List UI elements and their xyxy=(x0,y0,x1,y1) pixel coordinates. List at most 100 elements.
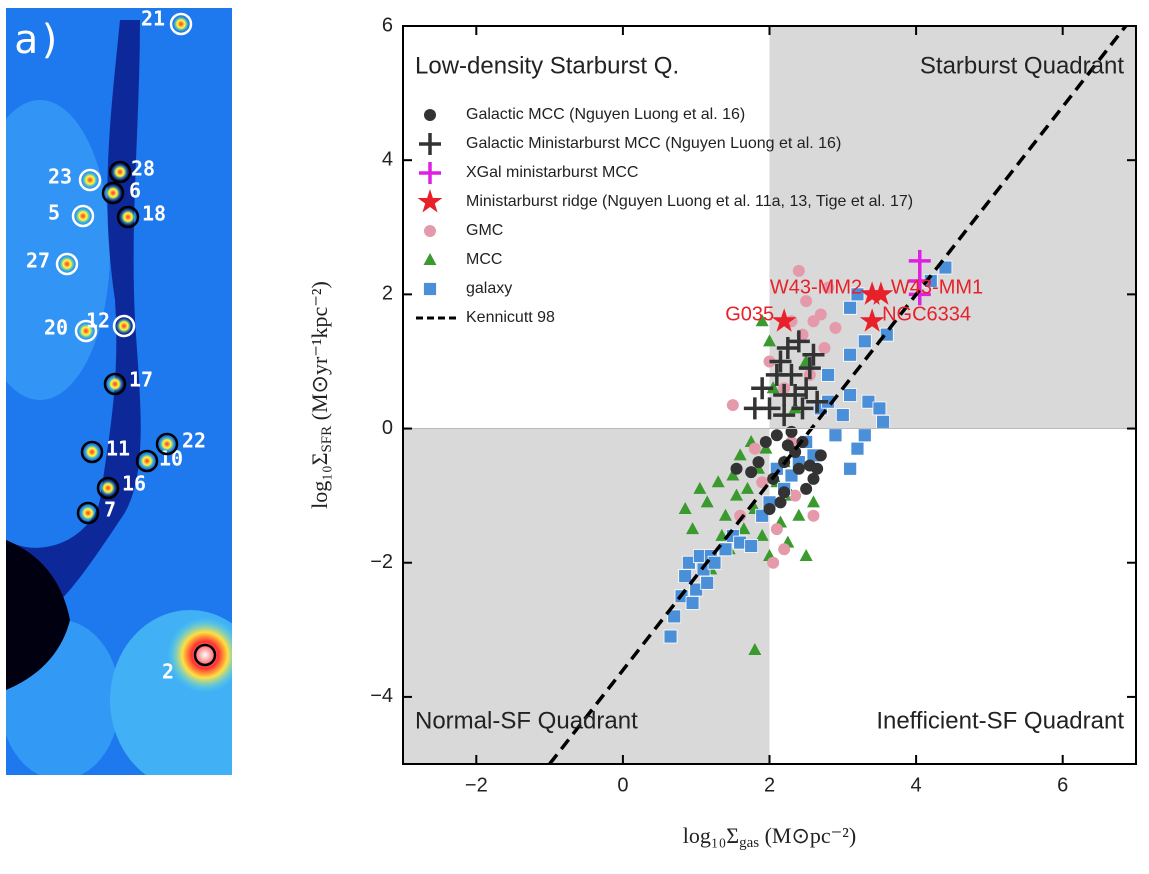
source-circle xyxy=(169,12,193,36)
point xyxy=(792,264,805,277)
source-glow xyxy=(100,480,116,496)
point xyxy=(828,428,843,443)
point xyxy=(818,342,831,355)
shaded-quadrant xyxy=(403,428,770,764)
axis-label: log₁₀Σgas (M⊙pc⁻²) xyxy=(683,823,856,851)
quadrant-label: Inefficient-SF Quadrant xyxy=(876,707,1124,734)
quadrant-label: Normal-SF Quadrant xyxy=(415,707,638,734)
source-glow xyxy=(82,172,98,188)
point xyxy=(718,542,733,557)
source-circle xyxy=(101,181,125,205)
point xyxy=(872,401,887,416)
point xyxy=(868,281,894,305)
point xyxy=(857,428,872,443)
point xyxy=(811,462,824,475)
point xyxy=(908,249,931,272)
source-label: 16 xyxy=(122,472,146,496)
point xyxy=(730,462,743,475)
source-glow xyxy=(105,185,121,201)
point xyxy=(758,397,781,420)
axis-label-part: log₁₀Σ xyxy=(307,453,332,509)
point xyxy=(719,508,733,521)
point xyxy=(767,556,780,569)
point xyxy=(859,281,885,305)
x-tick-label: 2 xyxy=(764,774,775,796)
point xyxy=(843,347,858,362)
source-label: 6 xyxy=(129,179,141,203)
y-tick-label: 4 xyxy=(382,148,393,170)
x-tick-label: 6 xyxy=(1057,774,1068,796)
source-label: 27 xyxy=(26,249,50,273)
point xyxy=(850,441,865,456)
point xyxy=(859,308,885,332)
point-label: NGC6334 xyxy=(882,303,971,325)
point xyxy=(744,539,759,553)
point xyxy=(787,330,810,353)
point xyxy=(759,435,772,448)
legend-marker xyxy=(419,133,441,155)
point xyxy=(821,367,836,382)
x-tick-label: −2 xyxy=(465,774,488,796)
point xyxy=(799,549,813,562)
legend-marker xyxy=(419,162,441,184)
legend-label: MCC xyxy=(466,251,502,268)
point-label: W43-MM2 xyxy=(770,277,862,299)
source-circle xyxy=(96,476,120,500)
point xyxy=(700,495,714,508)
source-label: 23 xyxy=(48,165,72,189)
point xyxy=(745,466,758,479)
x-tick-label: 0 xyxy=(617,774,628,796)
point xyxy=(780,363,803,386)
source-circle xyxy=(78,168,102,192)
point xyxy=(707,555,722,570)
point xyxy=(685,596,700,610)
point xyxy=(785,425,798,438)
source-circle xyxy=(74,319,98,343)
source-label: 12 xyxy=(86,309,110,333)
source-circle xyxy=(71,204,95,228)
axis-label: log₁₀ΣSFR (M⊙yr⁻¹kpc⁻²) xyxy=(307,281,335,509)
plot-area xyxy=(403,26,1136,764)
y-tick-label: 0 xyxy=(382,417,393,439)
point xyxy=(770,429,783,442)
point xyxy=(798,357,821,380)
source-label: 2 xyxy=(162,660,174,684)
source-glow xyxy=(75,208,91,224)
point xyxy=(667,609,682,624)
source-glow xyxy=(107,376,123,392)
point xyxy=(733,448,747,461)
point xyxy=(806,495,820,508)
point xyxy=(792,462,805,475)
legend-marker xyxy=(424,225,436,237)
point xyxy=(814,308,827,321)
legend-marker xyxy=(417,189,443,213)
source-circle xyxy=(116,205,140,229)
point xyxy=(771,308,797,332)
point xyxy=(726,399,739,412)
point xyxy=(700,575,715,590)
point xyxy=(774,496,787,509)
point-label: W43-MM1 xyxy=(891,277,983,299)
quadrant-label: Starburst Quadrant xyxy=(920,52,1124,79)
point xyxy=(829,321,842,334)
point xyxy=(802,343,825,366)
legend-label: Kennicutt 98 xyxy=(466,309,555,326)
point xyxy=(751,377,774,400)
point xyxy=(778,543,791,556)
point xyxy=(778,486,791,499)
legend-label: Ministarburst ridge (Nguyen Luong et al.… xyxy=(466,193,913,210)
source-label: 17 xyxy=(129,368,153,392)
point xyxy=(807,472,820,485)
reference-line xyxy=(548,26,1128,764)
point xyxy=(795,377,818,400)
source-circle xyxy=(108,160,132,184)
point xyxy=(800,295,813,308)
legend-label: XGal ministarburst MCC xyxy=(466,164,638,181)
point xyxy=(755,314,769,327)
point xyxy=(769,350,792,373)
point xyxy=(773,404,796,427)
source-glow xyxy=(120,209,136,225)
source-glow xyxy=(139,453,155,469)
point xyxy=(792,508,806,521)
